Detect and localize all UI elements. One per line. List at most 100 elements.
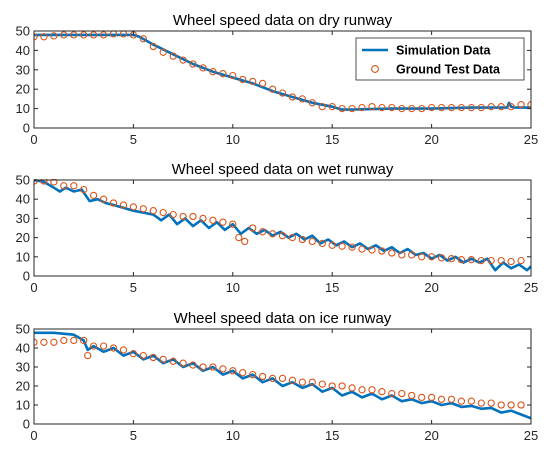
data-point-ground-test	[199, 64, 207, 72]
data-point-ground-test	[149, 207, 157, 215]
data-point-ground-test	[169, 210, 177, 219]
data-point-ground-test	[457, 256, 466, 264]
data-point-ground-test	[338, 104, 346, 113]
data-point-ground-test	[139, 35, 147, 43]
data-layer	[34, 331, 531, 420]
data-point-ground-test	[487, 399, 495, 407]
y-tick-label: 10	[16, 249, 30, 264]
data-point-ground-test	[517, 101, 525, 109]
data-point-ground-test	[477, 103, 485, 112]
data-point-ground-test	[99, 31, 108, 39]
data-point-ground-test	[408, 251, 416, 259]
data-point-ground-test	[179, 212, 187, 221]
x-tick-label: 0	[30, 280, 37, 295]
series-line-simulation	[34, 331, 531, 420]
chart-panel-2: Wheel speed data on wet runway 0 5 10 15 20 25…	[16, 161, 539, 295]
plot-area	[34, 180, 531, 276]
y-tick-label: 30	[16, 62, 30, 77]
x-tick-label: 25	[524, 132, 538, 147]
data-point-ground-test	[477, 399, 485, 407]
data-point-ground-test	[159, 355, 167, 364]
data-layer	[34, 179, 531, 272]
data-point-ground-test	[258, 228, 267, 236]
data-point-ground-test	[447, 103, 456, 112]
data-point-ground-test	[507, 103, 515, 111]
data-point-ground-test	[219, 365, 227, 373]
data-point-ground-test	[249, 77, 257, 86]
y-tick-label: 50	[16, 322, 30, 337]
axes-box	[33, 30, 532, 129]
data-point-ground-test	[427, 103, 436, 112]
data-point-ground-test	[239, 75, 247, 84]
y-tick-label: 50	[16, 24, 30, 39]
chart-panel-3: Wheel speed data on ice runway 0 5 10 15 20 25…	[16, 310, 539, 443]
data-point-ground-test	[258, 79, 267, 88]
data-point-ground-test	[60, 182, 68, 190]
data-point-ground-test	[241, 237, 249, 246]
x-tick-label: 0	[30, 132, 37, 147]
data-point-ground-test	[268, 374, 277, 383]
data-point-ground-test	[34, 179, 38, 185]
chart-title: Wheel speed data on wet runway	[172, 161, 394, 178]
data-point-ground-test	[378, 388, 386, 396]
x-tick-label: 15	[325, 428, 339, 443]
data-point-ground-test	[368, 246, 376, 254]
chart-panel-1: Wheel speed data on dry runway 0 5 10 15 20 25…	[16, 12, 539, 147]
data-point-ground-test	[80, 31, 88, 39]
data-point-ground-test	[457, 103, 466, 112]
data-point-ground-test	[318, 103, 326, 111]
data-point-ground-test	[427, 393, 436, 402]
data-point-ground-test	[99, 342, 108, 350]
data-point-ground-test	[418, 393, 426, 402]
data-point-ground-test	[388, 389, 396, 398]
data-point-ground-test	[89, 31, 98, 39]
data-point-ground-test	[169, 357, 177, 365]
data-point-ground-test	[497, 103, 505, 111]
data-point-ground-test	[89, 342, 98, 350]
x-tick-label: 20	[424, 428, 438, 443]
data-point-ground-test	[80, 336, 88, 345]
series-line-simulation	[34, 179, 531, 272]
data-point-ground-test	[278, 374, 287, 383]
data-point-ground-test	[149, 353, 157, 362]
x-tick-label: 5	[130, 428, 137, 443]
data-point-ground-test	[209, 363, 217, 371]
data-point-ground-test	[437, 254, 446, 262]
data-point-ground-test	[398, 251, 406, 259]
y-tick-label: 0	[23, 417, 30, 432]
data-point-ground-test	[288, 376, 297, 384]
data-point-ground-test	[338, 242, 346, 250]
x-tick-label: 10	[226, 428, 240, 443]
x-tick-label: 20	[424, 280, 438, 295]
data-point-ground-test	[338, 382, 346, 390]
data-point-ground-test	[189, 60, 197, 68]
data-point-ground-test	[487, 256, 495, 265]
data-point-ground-test	[278, 232, 287, 240]
data-point-ground-test	[318, 380, 326, 388]
data-point-ground-test	[209, 216, 217, 224]
data-point-ground-test	[348, 384, 356, 392]
x-tick-label: 15	[325, 280, 339, 295]
data-point-ground-test	[308, 99, 316, 107]
data-point-ground-test	[34, 338, 38, 346]
data-point-ground-test	[258, 372, 267, 381]
data-point-ground-test	[427, 253, 436, 261]
data-point-ground-test	[50, 32, 58, 40]
data-point-ground-test	[50, 179, 58, 186]
x-tick-label: 0	[30, 428, 37, 443]
data-point-ground-test	[348, 243, 356, 251]
data-point-ground-test	[179, 359, 187, 367]
data-point-ground-test	[418, 253, 426, 261]
data-point-ground-test	[517, 401, 525, 409]
y-tick-label: 20	[16, 82, 30, 97]
data-point-ground-test	[189, 212, 197, 221]
data-point-ground-test	[219, 70, 227, 78]
data-point-ground-test	[527, 101, 531, 109]
data-point-ground-test	[169, 52, 177, 60]
data-point-ground-test	[70, 182, 78, 190]
x-tick-label: 15	[325, 132, 339, 147]
data-point-ground-test	[219, 218, 227, 226]
legend-entry-label: Ground Test Data	[396, 63, 501, 77]
data-point-ground-test	[60, 31, 68, 39]
